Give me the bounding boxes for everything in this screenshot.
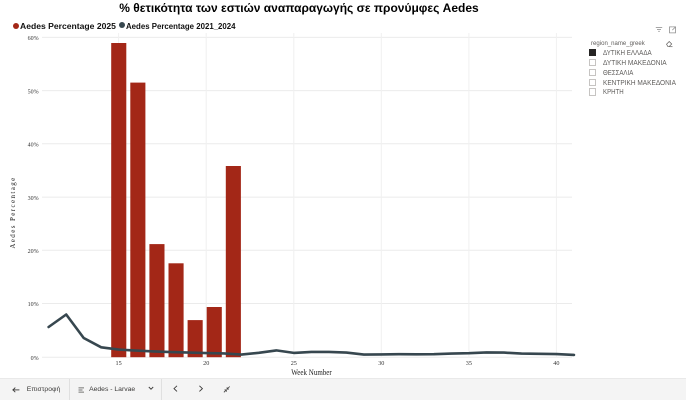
svg-text:10%: 10%: [28, 302, 39, 308]
svg-text:60%: 60%: [28, 36, 39, 42]
svg-text:20: 20: [203, 360, 209, 367]
svg-text:30%: 30%: [28, 196, 39, 202]
svg-text:40: 40: [553, 360, 559, 367]
svg-text:0%: 0%: [31, 356, 39, 362]
svg-text:40%: 40%: [28, 143, 39, 149]
svg-text:35: 35: [466, 360, 472, 367]
svg-text:25: 25: [291, 360, 297, 367]
svg-text:Aedes Percentage: Aedes Percentage: [9, 176, 17, 248]
svg-text:15: 15: [116, 360, 122, 367]
svg-text:50%: 50%: [28, 89, 39, 95]
svg-text:20%: 20%: [28, 249, 39, 255]
svg-text:30: 30: [378, 360, 384, 367]
svg-text:Week Number: Week Number: [291, 368, 332, 377]
